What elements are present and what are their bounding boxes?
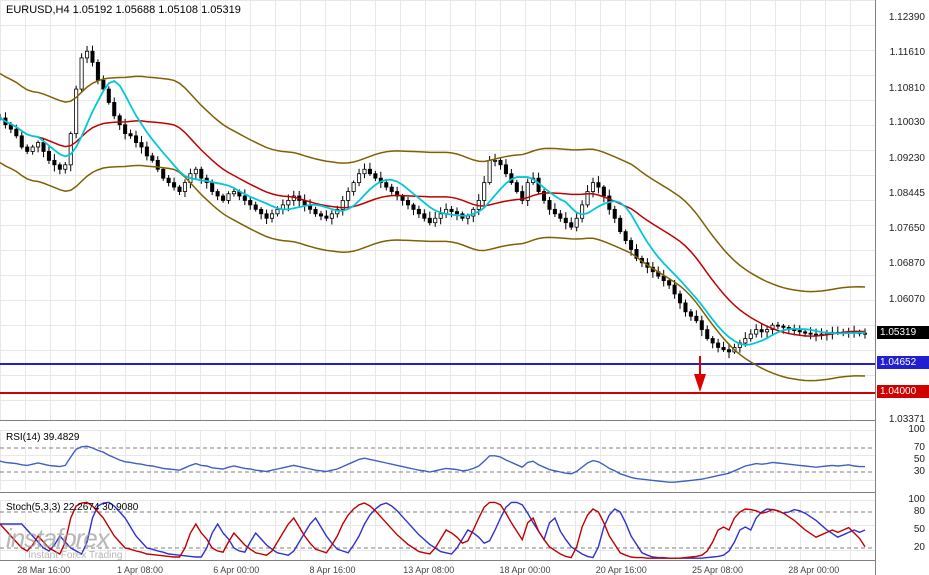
panel-divider-2	[0, 492, 875, 493]
panel-divider-1	[0, 420, 875, 421]
main-ytick: 1.07650	[889, 223, 925, 234]
x-tick: 1 Apr 08:00	[117, 565, 163, 575]
main-ytick: 1.06870	[889, 258, 925, 269]
main-ytick: 1.10030	[889, 117, 925, 128]
support-price-label: 1.04652	[877, 356, 929, 369]
main-ytick: 1.10810	[889, 83, 925, 94]
x-tick: 18 Apr 00:00	[499, 565, 550, 575]
rsi-ytick: 70	[914, 442, 925, 453]
rsi-ytick: 30	[914, 466, 925, 477]
main-price-panel	[0, 0, 875, 420]
support-level-line	[0, 363, 875, 365]
x-tick: 28 Mar 16:00	[17, 565, 70, 575]
main-ytick: 1.09230	[889, 153, 925, 164]
x-tick: 28 Apr 00:00	[788, 565, 839, 575]
watermark-sub: Instant Forex Trading	[28, 550, 123, 561]
rsi-y-axis: 305070100	[877, 430, 929, 490]
instrument-header: EURUSD,H4 1.05192 1.05688 1.05108 1.0531…	[6, 4, 241, 16]
watermark-logo: instaforex Instant Forex Trading	[6, 523, 123, 561]
bearish-arrow-head	[694, 374, 706, 392]
main-ytick: 1.12390	[889, 12, 925, 23]
target-level-line	[0, 392, 875, 394]
main-ytick: 1.06070	[889, 294, 925, 305]
x-tick: 6 Apr 00:00	[213, 565, 259, 575]
stoch-y-axis: 205080100	[877, 500, 929, 560]
rsi-ytick: 100	[908, 424, 925, 435]
rsi-legend: RSI(14) 39.4829	[6, 432, 79, 443]
x-tick: 8 Apr 16:00	[309, 565, 355, 575]
x-tick: 13 Apr 08:00	[403, 565, 454, 575]
stoch-ytick: 100	[908, 494, 925, 505]
stoch-ytick: 50	[914, 524, 925, 535]
time-x-axis: 28 Mar 16:00 1 Apr 08:00 6 Apr 00:00 8 Apr …	[0, 560, 875, 575]
target-price-label: 1.04000	[877, 385, 929, 398]
yaxis-border	[875, 0, 876, 575]
forex-chart-container: EURUSD,H4 1.05192 1.05688 1.05108 1.0531…	[0, 0, 929, 575]
rsi-panel	[0, 430, 875, 490]
watermark-main: instaforex	[6, 523, 109, 553]
rsi-ytick: 50	[914, 454, 925, 465]
x-tick: 20 Apr 16:00	[596, 565, 647, 575]
stoch-ytick: 80	[914, 506, 925, 517]
main-ytick: 1.11610	[890, 47, 925, 58]
current-price-label: 1.05319	[877, 326, 929, 339]
x-tick: 25 Apr 08:00	[692, 565, 743, 575]
stoch-legend: Stoch(5,3,3) 22.2674 30.9080	[6, 502, 138, 513]
main-ytick: 1.08445	[889, 188, 925, 199]
stoch-ytick: 20	[914, 542, 925, 553]
